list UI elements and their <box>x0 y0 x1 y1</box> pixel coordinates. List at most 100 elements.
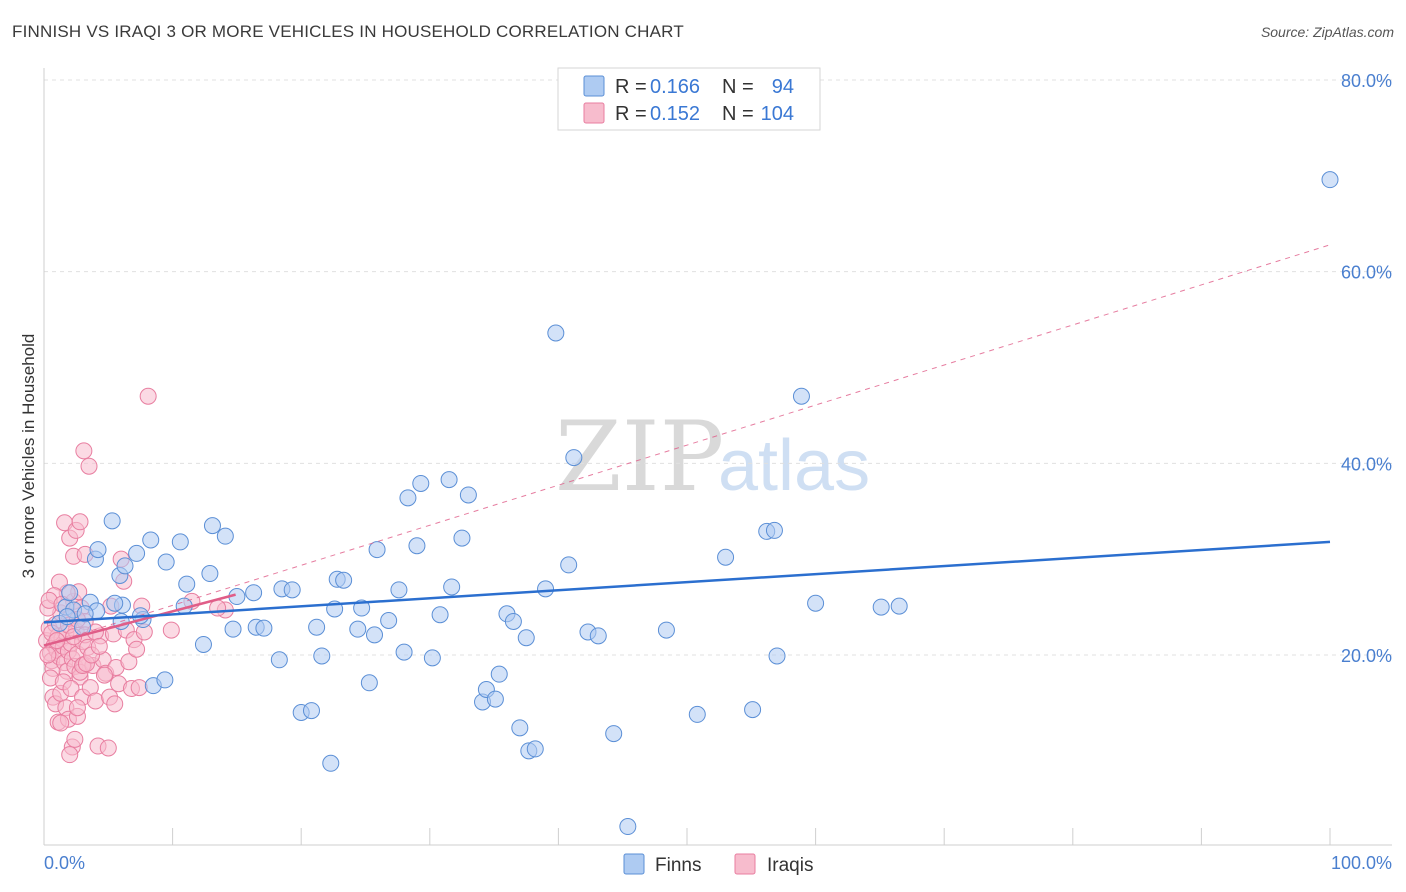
data-point-finns <box>128 544 146 562</box>
legend-swatch-iraqis <box>583 102 605 124</box>
data-point-iraqis <box>162 621 180 639</box>
data-point-finns <box>768 647 786 665</box>
data-point-finns <box>360 674 378 692</box>
data-point-finns <box>103 512 121 530</box>
y-tick-label: 20.0% <box>1341 646 1392 666</box>
data-point-finns <box>194 635 212 653</box>
data-point-finns <box>76 605 94 623</box>
data-point-finns <box>224 620 242 638</box>
x-tick-label-max: 100.0% <box>1331 853 1392 873</box>
data-point-finns <box>106 594 124 612</box>
data-point-finns <box>765 521 783 539</box>
watermark-zip: ZIP <box>555 401 724 513</box>
data-point-finns <box>142 531 160 549</box>
data-point-finns <box>335 571 353 589</box>
data-point-finns <box>245 584 263 602</box>
data-point-finns <box>116 557 134 575</box>
data-point-iraqis <box>95 666 113 684</box>
series-finns-points <box>50 171 1339 836</box>
data-point-finns <box>156 671 174 689</box>
data-point-iraqis <box>66 730 84 748</box>
x-tick-label-min: 0.0% <box>44 853 85 873</box>
data-point-iraqis <box>71 513 89 531</box>
gridlines <box>44 79 1392 656</box>
data-point-finns <box>203 517 221 535</box>
data-point-finns <box>1321 171 1339 189</box>
bottom-legend-finns: Finns <box>655 855 701 876</box>
data-point-finns <box>283 581 301 599</box>
data-point-finns <box>395 643 413 661</box>
data-point-finns <box>313 647 331 665</box>
data-point-finns <box>490 665 508 683</box>
data-point-iraqis <box>52 714 70 732</box>
data-point-finns <box>744 701 762 719</box>
data-point-finns <box>486 690 504 708</box>
data-point-iraqis <box>61 746 79 764</box>
data-point-iraqis <box>209 599 227 617</box>
data-point-iraqis <box>130 679 148 697</box>
data-point-finns <box>453 529 471 547</box>
data-point-iraqis <box>128 640 146 658</box>
data-point-finns <box>717 548 735 566</box>
legend-iraqis-n-label: N = <box>722 103 754 125</box>
data-point-finns <box>807 594 825 612</box>
data-point-iraqis <box>86 692 104 710</box>
data-point-finns <box>459 486 477 504</box>
legend-finns-r-value: 0.166 <box>650 76 700 98</box>
data-point-finns <box>61 584 79 602</box>
data-point-finns <box>412 474 430 492</box>
data-point-finns <box>511 719 529 737</box>
legend-swatch-finns <box>583 75 605 97</box>
legend-finns-n-label: N = <box>722 76 754 98</box>
data-point-finns <box>619 818 637 836</box>
data-point-finns <box>308 618 326 636</box>
bottom-legend-swatch-finns <box>623 853 645 875</box>
data-point-iraqis <box>75 442 93 460</box>
data-point-finns <box>171 533 189 551</box>
data-point-finns <box>688 705 706 723</box>
data-point-finns <box>322 754 340 772</box>
source-credit: Source: ZipAtlas.com <box>1260 24 1394 40</box>
data-point-finns <box>565 449 583 467</box>
data-point-finns <box>431 606 449 624</box>
data-point-finns <box>349 620 367 638</box>
data-point-finns <box>302 702 320 720</box>
data-point-finns <box>216 527 234 545</box>
data-point-finns <box>517 629 535 647</box>
data-point-iraqis <box>39 646 57 664</box>
data-point-finns <box>440 471 458 489</box>
data-point-finns <box>605 725 623 743</box>
data-point-finns <box>443 578 461 596</box>
data-point-finns <box>368 541 386 559</box>
data-point-finns <box>380 612 398 629</box>
data-point-finns <box>872 598 890 616</box>
trend-line-iraqis <box>43 593 236 647</box>
data-point-finns <box>537 580 555 598</box>
y-tick-label: 80.0% <box>1341 71 1392 91</box>
data-point-finns <box>89 541 107 559</box>
data-point-finns <box>270 651 288 669</box>
trend-lines <box>43 244 1331 647</box>
data-point-iraqis <box>68 699 86 717</box>
data-point-finns <box>547 324 565 342</box>
data-point-finns <box>353 599 371 617</box>
data-point-finns <box>423 649 441 667</box>
data-point-finns <box>399 489 417 507</box>
watermark-atlas: atlas <box>718 426 870 506</box>
legend-iraqis-n-value: 104 <box>761 103 794 125</box>
y-axis-label: 3 or more Vehicles in Household <box>19 334 38 579</box>
legend-iraqis-r-label: R = <box>615 103 647 125</box>
y-tick-label: 40.0% <box>1341 454 1392 474</box>
legend-finns-n-value: 94 <box>772 76 794 98</box>
data-point-finns <box>657 621 675 639</box>
stats-legend: R = 0.166 N = 94 R = 0.152 N = 104 <box>557 67 821 131</box>
data-point-iraqis <box>106 695 124 713</box>
data-point-finns <box>792 387 810 405</box>
y-axis-tick-labels: 20.0% 40.0% 60.0% 80.0% <box>1341 71 1392 666</box>
legend-finns-r-label: R = <box>615 76 647 98</box>
data-point-finns <box>157 553 175 571</box>
data-point-iraqis <box>90 637 108 655</box>
bottom-legend-swatch-iraqis <box>734 853 756 875</box>
data-point-finns <box>526 740 544 758</box>
